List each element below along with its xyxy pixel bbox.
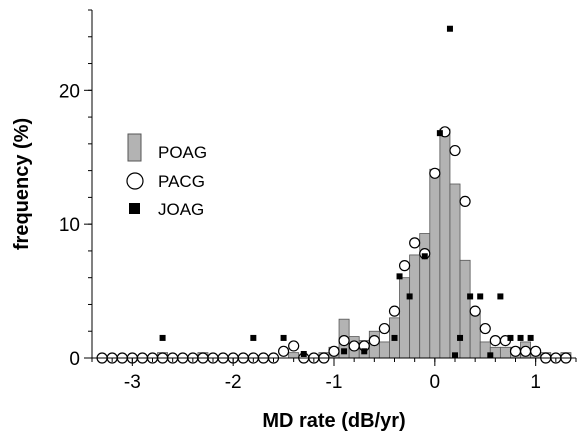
joag-point (487, 352, 494, 359)
legend-poag-label: POAG (158, 143, 207, 162)
pacg-point (530, 345, 542, 357)
joag-point (497, 293, 504, 300)
joag-point (436, 130, 443, 137)
histogram-bar (399, 277, 411, 359)
histogram-bar (499, 346, 511, 359)
y-tick-label: 0 (69, 349, 80, 370)
histogram-bar (378, 341, 390, 359)
pacg-point (398, 260, 411, 272)
pacg-point (469, 305, 481, 317)
pacg-point (509, 345, 522, 357)
joag-point (527, 334, 534, 341)
joag-point (361, 348, 368, 355)
pacg-point (288, 340, 300, 352)
pacg-point (449, 144, 461, 157)
y-tick-label: 20 (59, 81, 80, 102)
pacg-point (378, 322, 391, 335)
joag-point (507, 334, 514, 341)
joag-point (391, 334, 398, 341)
joag-point (517, 334, 524, 341)
histogram-bar (449, 183, 461, 359)
histogram-bar (288, 352, 300, 359)
x-tick-label: -2 (225, 372, 242, 393)
joag-point (467, 293, 474, 300)
histogram-bar (469, 310, 481, 359)
histogram-bar (429, 168, 441, 359)
joag-point (406, 293, 413, 300)
pacg-point (348, 340, 360, 352)
joag-point (457, 334, 464, 341)
legend-poag-swatch (127, 133, 142, 162)
pacg-point (368, 335, 380, 347)
joag-point (452, 352, 458, 359)
pacg-point (429, 167, 441, 179)
x-tick-label: 1 (530, 372, 541, 393)
joag-point (280, 334, 287, 341)
joag-point (446, 25, 453, 32)
pacg-point (277, 345, 290, 357)
joag-point (250, 334, 257, 341)
x-tick-label: 0 (430, 372, 441, 393)
x-tick-label: -3 (124, 372, 141, 393)
y-axis-label: frequency (%) (11, 118, 33, 250)
legend-pacg-swatch (126, 172, 144, 190)
joag-point (477, 293, 484, 300)
pacg-point (409, 237, 421, 249)
histogram-bar (439, 128, 451, 359)
pacg-point (459, 195, 471, 207)
pacg-point (489, 335, 501, 347)
pacg-point (519, 345, 532, 357)
histogram-bar (459, 259, 471, 359)
joag-point (300, 350, 307, 357)
histogram-bar (409, 254, 421, 359)
legend-pacg-label: PACG (158, 172, 205, 191)
x-tick-label: -1 (326, 372, 343, 393)
pacg-point (338, 335, 350, 347)
joag-point (396, 273, 403, 280)
y-tick-label: 10 (59, 215, 80, 236)
joag-point (341, 348, 348, 355)
pacg-point (388, 305, 401, 317)
legend-joag-label: JOAG (158, 200, 204, 219)
joag-point (421, 253, 428, 260)
joag-point (159, 334, 166, 341)
legend-joag-swatch (129, 203, 140, 214)
pacg-point (328, 345, 340, 357)
pacg-point (479, 322, 491, 335)
x-axis-label: MD rate (dB/yr) (262, 410, 405, 432)
